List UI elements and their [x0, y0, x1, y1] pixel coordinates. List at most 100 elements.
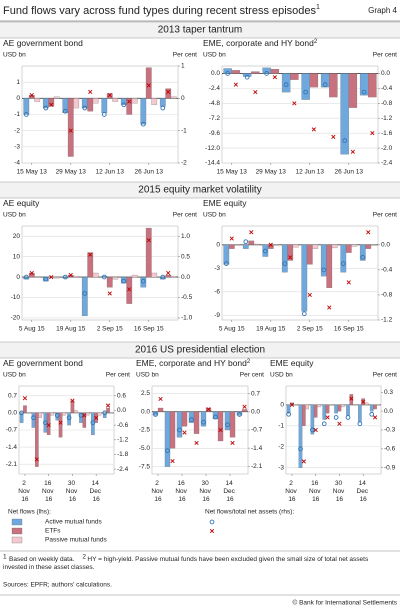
marker-circle [340, 261, 346, 266]
bar [298, 404, 303, 468]
y-tick-label: -2.4 [209, 85, 221, 92]
y2-tick-label: -0.8 [381, 100, 393, 107]
legend-title: Net flows/total net assets (rhs): [205, 509, 294, 516]
bar [73, 410, 78, 414]
marker-cross [82, 413, 87, 418]
marker-circle [286, 411, 291, 417]
legend-marker [209, 528, 215, 534]
section-band [0, 342, 400, 358]
bar [145, 67, 152, 99]
bar [85, 412, 90, 416]
y-tick-label: -7.5 [139, 463, 151, 470]
marker-circle [321, 267, 327, 273]
bar [313, 404, 318, 418]
bar [31, 412, 36, 428]
marker-cross [372, 415, 378, 420]
marker-circle [310, 427, 315, 433]
marker-circle [177, 427, 182, 433]
y-tick-label: -2.5 [139, 427, 151, 434]
marker-cross [361, 399, 366, 404]
y-tick-label: 20 [13, 233, 21, 240]
bar [262, 67, 271, 74]
marker-circle [102, 410, 108, 416]
bar [170, 275, 177, 278]
bar [126, 98, 133, 115]
y2-tick-label: -1.6 [381, 130, 393, 137]
bar [73, 275, 80, 278]
bar [302, 404, 306, 426]
y-tick-label: -3 [214, 265, 220, 272]
bar [292, 244, 299, 248]
y2-tick-label: -2.1 [251, 463, 263, 470]
x-tick-line: 16 [178, 496, 186, 503]
section-title: 2016 US presidential election [135, 345, 265, 356]
legend-swatch [11, 518, 23, 526]
panel-title-text: AE government bond [3, 38, 83, 48]
title-text: Fund flows vary across fund types during… [3, 5, 317, 17]
bar [251, 71, 260, 74]
bar [340, 244, 347, 273]
marker-cross [58, 420, 63, 425]
bar [152, 411, 159, 416]
marker-cross [34, 457, 39, 462]
marker-cross [166, 270, 171, 276]
x-tick-label: 29 May 13 [56, 169, 87, 176]
bar [286, 404, 291, 414]
y-tick-label: -2.1 [6, 461, 18, 468]
x-tick-label: 16 Nov 16 [42, 480, 55, 503]
y-tick-label: 0 [16, 95, 20, 102]
panel-title: EME equity [270, 358, 314, 368]
bar [248, 240, 255, 245]
marker-circle [301, 311, 307, 317]
bar [140, 276, 147, 288]
y-tick-label: -4 [14, 160, 20, 167]
bar [58, 412, 63, 438]
x-tick-line: 16 [177, 480, 186, 487]
marker-cross [146, 83, 151, 88]
marker-circle [283, 82, 289, 88]
y2-tick-label: -1.2 [381, 317, 393, 324]
x-tick-line: 2 [22, 480, 27, 487]
bar [70, 400, 75, 414]
marker-cross [289, 402, 295, 407]
y-axis-label: USD bn [3, 212, 26, 219]
x-tick-label: 14 Dec 16 [223, 480, 236, 503]
x-tick-label: 30 Nov 16 [66, 480, 79, 503]
x-tick-label: 5 Aug 15 [19, 326, 45, 333]
panel-title: AE government bond [3, 38, 83, 48]
bar [50, 412, 54, 416]
marker-cross [253, 89, 258, 95]
y-tick-label: -1.4 [6, 444, 18, 451]
y2-axis-label: Per cent [240, 372, 264, 379]
marker-circle [160, 274, 166, 280]
marker-cross [206, 407, 211, 412]
y-tick-label: -10 [11, 294, 21, 301]
x-tick-line: Dec [357, 488, 370, 495]
y2-tick-label: -2.0 [381, 145, 393, 152]
y2-tick-label: -1.2 [117, 436, 129, 443]
x-tick-line: 30 [201, 480, 210, 487]
marker-cross [311, 127, 316, 132]
y2-axis-label: Per cent [106, 372, 130, 379]
y2-tick-label: -0.3 [384, 427, 396, 434]
marker-circle [244, 74, 250, 80]
bar [242, 244, 249, 249]
panel-title-text: EME, corporate and HY bond [136, 358, 247, 368]
y-tick-label: -4.8 [209, 100, 221, 107]
bar [223, 68, 232, 74]
marker-circle [342, 138, 348, 143]
marker-circle [322, 82, 328, 88]
marker-circle [189, 417, 194, 422]
marker-circle [369, 411, 375, 417]
bar [106, 93, 113, 99]
marker-cross [272, 75, 277, 80]
bar [359, 244, 366, 261]
x-tick-label: 16 Sep 15 [334, 326, 364, 333]
y-tick-label: 0.0 [141, 408, 150, 415]
marker-cross [292, 101, 297, 106]
bar [325, 404, 330, 414]
y-tick-label: -2 [14, 127, 20, 134]
x-tick-line: 16 [44, 480, 53, 487]
marker-cross [22, 396, 28, 401]
marker-cross [229, 236, 234, 241]
